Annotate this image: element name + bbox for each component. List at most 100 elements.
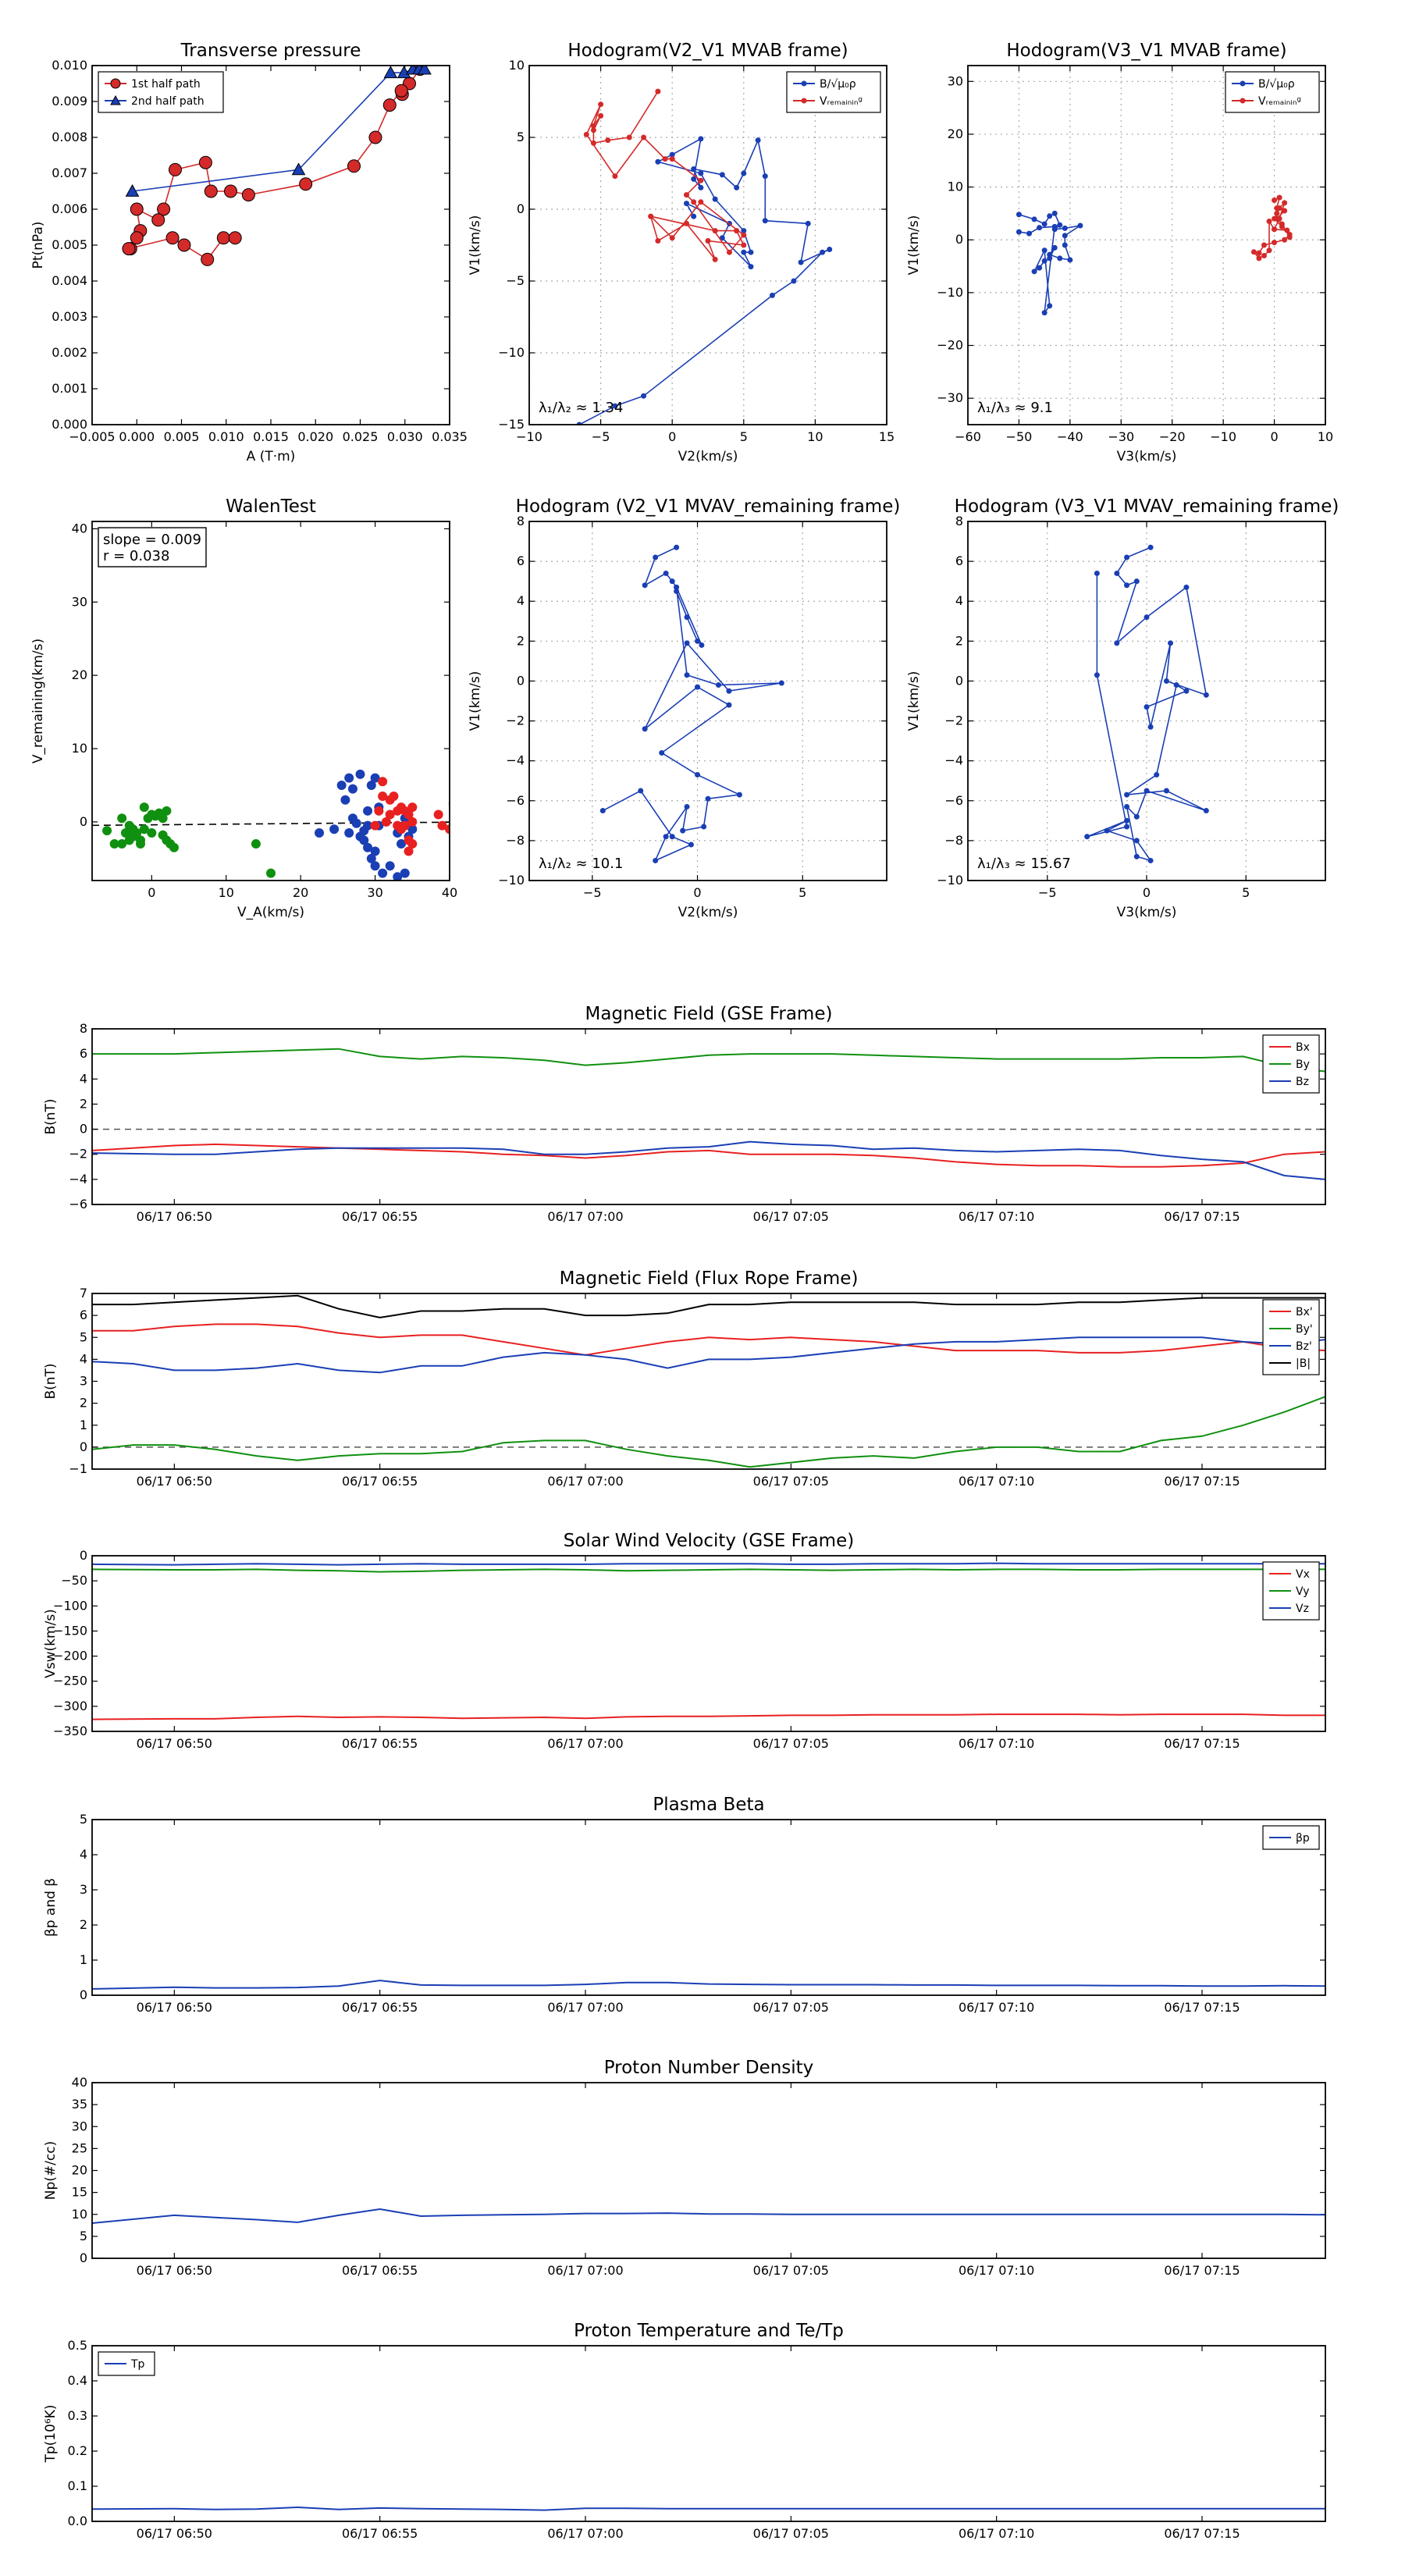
annotation-text: λ₁/λ₂ ≈ 1.34 bbox=[539, 400, 623, 416]
series-1 bbox=[92, 2208, 1325, 2224]
data-point bbox=[755, 137, 761, 144]
legend-marker bbox=[1240, 98, 1246, 104]
x-tick-label: 06/17 06:55 bbox=[342, 2526, 418, 2541]
data-point bbox=[1266, 247, 1272, 254]
data-point bbox=[1183, 688, 1190, 694]
plot-area bbox=[92, 1562, 1325, 1720]
data-point bbox=[612, 173, 618, 180]
series-line bbox=[92, 1568, 1325, 1573]
y-tick-label: 10 bbox=[72, 2207, 87, 2222]
data-point bbox=[655, 88, 661, 94]
x-tick-label: 5 bbox=[740, 429, 748, 444]
data-point bbox=[1094, 570, 1100, 576]
y-tick-label: 0.008 bbox=[52, 130, 87, 144]
x-tick-label: −30 bbox=[1108, 429, 1134, 444]
plot-area bbox=[599, 544, 784, 863]
axes-frame bbox=[91, 1819, 1326, 1996]
data-point bbox=[204, 184, 218, 198]
legend: Tp bbox=[98, 2351, 155, 2376]
y-tick-label: 0.1 bbox=[68, 2478, 87, 2493]
data-point bbox=[641, 134, 647, 141]
series-line bbox=[92, 1562, 1325, 1566]
series-bz bbox=[92, 1140, 1325, 1180]
data-point bbox=[748, 249, 754, 255]
x-tick-label: 06/17 07:10 bbox=[959, 2263, 1034, 2278]
y-tick-label: −200 bbox=[53, 1649, 87, 1663]
data-point bbox=[741, 232, 747, 238]
chart-pt: Transverse pressure−0.005 0.000 0.005 0.010… bbox=[30, 41, 468, 464]
data-point bbox=[109, 839, 119, 849]
data-point bbox=[1094, 672, 1100, 678]
data-point bbox=[433, 809, 443, 820]
y-tick-label: −2 bbox=[69, 1147, 87, 1162]
data-point bbox=[698, 184, 704, 190]
y-tick-label: 0 bbox=[955, 673, 963, 688]
data-point bbox=[124, 835, 134, 845]
data-point bbox=[1031, 216, 1037, 222]
legend-box bbox=[786, 71, 881, 113]
data-point bbox=[699, 642, 705, 648]
data-point bbox=[1062, 242, 1068, 248]
data-point bbox=[1077, 222, 1083, 229]
data-point bbox=[662, 156, 668, 162]
series-line bbox=[92, 1048, 1325, 1073]
y-tick-label: 0.005 bbox=[52, 237, 87, 252]
data-point bbox=[1147, 724, 1154, 730]
data-point bbox=[1272, 197, 1278, 203]
data-point bbox=[397, 66, 411, 79]
y-tick-label: 0.010 bbox=[52, 58, 87, 73]
data-point bbox=[1276, 215, 1282, 222]
x-tick-label: 06/17 06:55 bbox=[342, 1736, 418, 1751]
data-point bbox=[344, 773, 354, 783]
y-tick-label: 2 bbox=[955, 633, 963, 648]
series-bx bbox=[92, 1323, 1325, 1356]
y-axis-label: B(nT) bbox=[43, 1363, 59, 1399]
legend-marker bbox=[110, 94, 121, 105]
data-point bbox=[1016, 212, 1022, 218]
series-3 bbox=[370, 777, 450, 856]
data-point bbox=[120, 827, 130, 838]
data-point bbox=[598, 101, 604, 108]
data-point bbox=[1133, 853, 1140, 859]
x-tick-label: −5 bbox=[1038, 885, 1057, 900]
x-axis-label: V3(km/s) bbox=[1117, 449, 1177, 464]
data-point bbox=[734, 184, 740, 190]
data-point bbox=[691, 213, 697, 219]
data-point bbox=[691, 165, 697, 172]
y-tick-label: 20 bbox=[948, 126, 963, 141]
data-point bbox=[778, 680, 784, 686]
x-tick-label: 06/17 07:05 bbox=[753, 1474, 829, 1489]
series-line bbox=[92, 2506, 1325, 2511]
chart-np: Proton Number Density 06/17 06:50 06/17 06… bbox=[43, 2058, 1326, 2278]
data-point bbox=[251, 839, 261, 849]
x-tick-label: 06/17 07:00 bbox=[547, 2000, 623, 2015]
data-point bbox=[583, 131, 589, 137]
x-tick-label: 06/17 06:50 bbox=[137, 2000, 212, 2015]
legend-label: Bx bbox=[1296, 1041, 1310, 1054]
y-tick-label: −10 bbox=[937, 873, 963, 888]
data-point bbox=[1057, 222, 1063, 228]
data-point bbox=[684, 640, 690, 646]
data-point bbox=[216, 231, 230, 245]
x-tick-label: 06/17 07:05 bbox=[753, 2263, 829, 2278]
y-tick-label: −6 bbox=[944, 793, 963, 808]
data-point bbox=[1266, 219, 1272, 225]
y-tick-label: −350 bbox=[53, 1724, 87, 1738]
data-point bbox=[653, 554, 659, 560]
data-point bbox=[1147, 857, 1154, 863]
data-point bbox=[117, 839, 127, 849]
data-point bbox=[1041, 258, 1048, 264]
data-point bbox=[798, 259, 804, 265]
data-point bbox=[612, 403, 618, 409]
data-point bbox=[201, 252, 215, 266]
x-tick-label: 5 bbox=[1242, 885, 1250, 900]
data-point bbox=[1041, 221, 1048, 227]
chart-title: Hodogram(V2_V1 MVAB frame) bbox=[567, 41, 848, 61]
data-point bbox=[241, 188, 255, 202]
x-tick-label: −60 bbox=[955, 429, 981, 444]
data-point bbox=[691, 199, 697, 205]
axes-frame bbox=[528, 521, 887, 881]
plot-area bbox=[92, 1048, 1325, 1180]
x-tick-label: 30 bbox=[367, 885, 382, 900]
legend-label: Vᵣₑₘₐᵢₙᵢₙᵍ bbox=[820, 95, 863, 108]
